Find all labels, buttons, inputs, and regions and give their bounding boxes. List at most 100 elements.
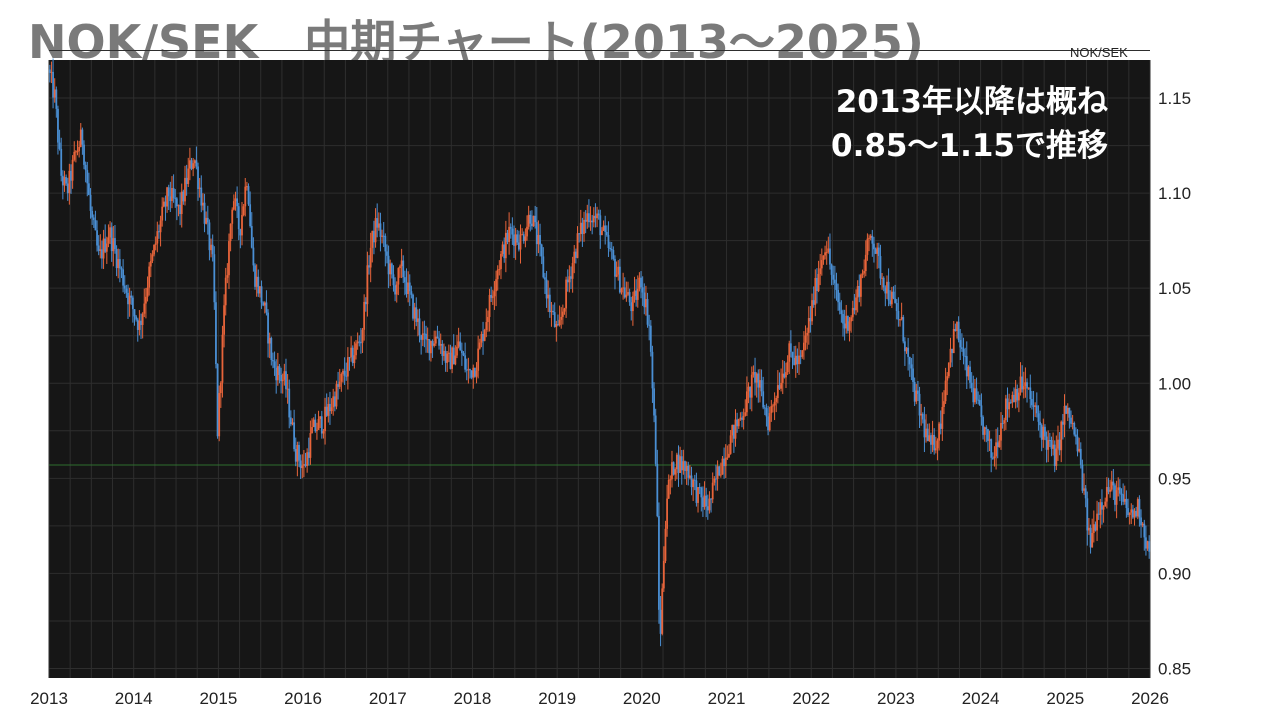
candle-body (763, 407, 766, 409)
candle-body (135, 316, 138, 320)
candle-body (179, 204, 182, 215)
candle-body (115, 249, 118, 269)
candle-body (677, 454, 680, 473)
candle-body (1123, 498, 1126, 502)
candle-body (1060, 421, 1063, 451)
candle-body (1131, 509, 1134, 518)
candle-body (960, 347, 963, 349)
candle-body (838, 302, 841, 311)
candle-body (566, 279, 569, 283)
candle-body (153, 244, 155, 255)
candle-body (387, 255, 390, 275)
candle-body (342, 370, 344, 374)
candle-body (728, 453, 730, 458)
candle-body (426, 339, 429, 341)
candle-body (496, 269, 499, 280)
candle-body (671, 462, 673, 480)
candle-body (317, 418, 320, 430)
candle-body (509, 226, 512, 229)
candle-body (628, 292, 631, 303)
candle-body (1141, 523, 1144, 526)
candle-body (335, 384, 338, 407)
candle-body (485, 322, 488, 330)
candle-body (799, 355, 802, 357)
candle-body (853, 307, 856, 311)
candle-body (858, 286, 861, 297)
candle-body (195, 160, 198, 167)
candle-body (434, 336, 437, 344)
x-tick-label: 2022 (792, 689, 830, 708)
candle-body (433, 343, 436, 346)
candle-body (70, 170, 72, 181)
candle-body (959, 340, 962, 348)
candle-body (175, 198, 178, 207)
candle-body (894, 298, 897, 303)
candle-body (886, 281, 888, 294)
candle-body (535, 222, 538, 245)
candle-body (882, 277, 885, 288)
candle-body (978, 400, 981, 406)
candle-body (371, 230, 374, 248)
candle-body (451, 347, 454, 369)
candle-body (715, 478, 717, 480)
candle-body (1102, 506, 1105, 510)
y-tick-label: 1.00 (1158, 374, 1191, 393)
candle-body (459, 341, 462, 351)
candle-body (276, 366, 279, 381)
candle-body (200, 187, 203, 206)
candle-body (721, 458, 724, 475)
candle-body (332, 396, 335, 408)
candle-body (848, 321, 851, 331)
candle-body (110, 227, 113, 252)
candle-body (573, 251, 576, 264)
candle-body (990, 439, 993, 458)
candle-body (519, 234, 522, 250)
candle-body (1039, 421, 1041, 426)
candle-body (941, 407, 944, 429)
candle-body (773, 401, 776, 406)
candle-body (835, 283, 838, 290)
candle-body (910, 364, 913, 369)
candle-body (1140, 517, 1142, 526)
candle-body (343, 370, 346, 376)
candle-body (281, 379, 284, 382)
candle-body (143, 303, 146, 314)
candle-body (68, 170, 71, 194)
candle-body (560, 316, 563, 320)
candle-body (1086, 498, 1089, 531)
candle-body (868, 237, 870, 239)
candle-body (1096, 513, 1098, 531)
candle-body (1055, 448, 1058, 466)
y-tick-label: 0.90 (1158, 564, 1191, 583)
candle-body (306, 452, 309, 466)
candle-body (1091, 533, 1094, 548)
candle-body (731, 425, 734, 436)
candle-body (860, 274, 862, 297)
candle-body (447, 352, 450, 354)
candle-body (1146, 541, 1149, 549)
candle-body (820, 260, 823, 269)
candle-body (441, 343, 444, 356)
candle-body (690, 475, 693, 488)
candle-body (638, 277, 641, 289)
candle-body (988, 439, 991, 441)
candle-body (245, 186, 248, 188)
candle-body (892, 291, 895, 299)
candle-body (651, 351, 654, 389)
candle-body (1006, 398, 1009, 410)
candle-body (788, 343, 791, 362)
candle-body (975, 388, 978, 400)
annotation-line-2: 0.85～1.15で推移 (831, 128, 1108, 164)
candle-body (949, 348, 952, 363)
candle-body (785, 372, 787, 378)
candle-body (969, 366, 971, 383)
candle-body (174, 198, 177, 200)
candle-body (249, 204, 252, 227)
candle-body (1014, 388, 1017, 403)
candle-body (928, 435, 931, 441)
candle-body (1000, 423, 1002, 441)
candle-body (1035, 405, 1038, 414)
candle-body (612, 250, 615, 259)
candle-body (65, 177, 68, 184)
candle-body (918, 393, 921, 416)
